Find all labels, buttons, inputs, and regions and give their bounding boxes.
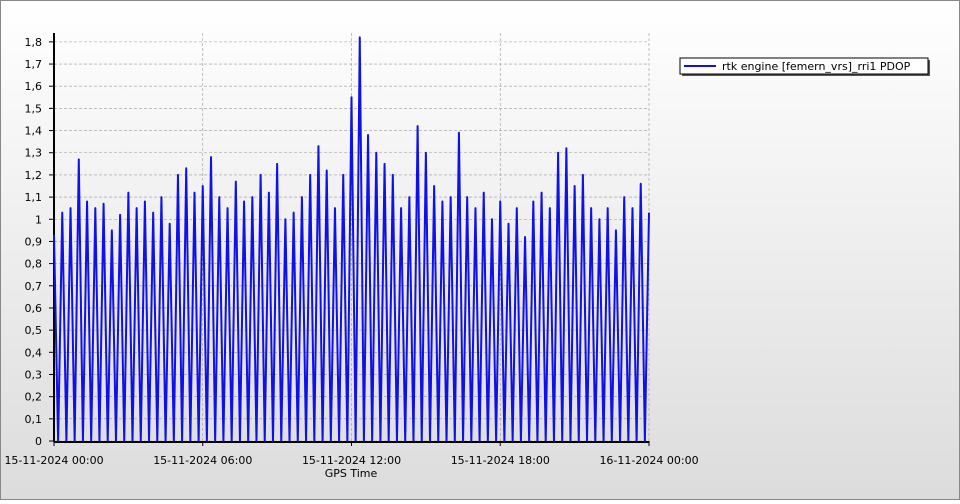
y-tick-label: 0 <box>35 435 42 448</box>
x-tick-label: 15-11-2024 06:00 <box>153 454 252 467</box>
y-tick-label: 0,3 <box>25 368 43 381</box>
y-tick-label: 1,8 <box>25 36 43 49</box>
y-tick-label: 1,4 <box>25 125 43 138</box>
y-tick-label: 0,1 <box>25 413 43 426</box>
x-tick-label: 15-11-2024 00:00 <box>4 454 103 467</box>
y-tick-label: 0,8 <box>25 258 43 271</box>
x-tick-label: 15-11-2024 12:00 <box>302 454 401 467</box>
y-tick-label: 0,2 <box>25 391 43 404</box>
y-tick-label: 1,2 <box>25 169 43 182</box>
y-tick-label: 0,6 <box>25 302 43 315</box>
legend-box <box>679 57 929 75</box>
x-tick-label: 16-11-2024 00:00 <box>599 454 698 467</box>
y-tick-label: 0,9 <box>25 235 43 248</box>
x-axis-label: GPS Time <box>325 467 378 480</box>
y-tick-label: 1 <box>35 213 42 226</box>
x-tick-label: 15-11-2024 18:00 <box>451 454 550 467</box>
y-tick-label: 1,6 <box>25 80 43 93</box>
y-tick-label: 1,1 <box>25 191 43 204</box>
legend-label: rtk engine [femern_vrs]_rri1 PDOP <box>722 60 911 73</box>
y-tick-label: 1,5 <box>25 102 43 115</box>
y-tick-label: 1,3 <box>25 147 43 160</box>
y-tick-label: 1,7 <box>25 58 43 71</box>
y-tick-label: 0,7 <box>25 280 43 293</box>
y-tick-label: 0,4 <box>25 346 43 359</box>
y-tick-label: 0,5 <box>25 324 43 337</box>
data-line <box>53 36 650 442</box>
